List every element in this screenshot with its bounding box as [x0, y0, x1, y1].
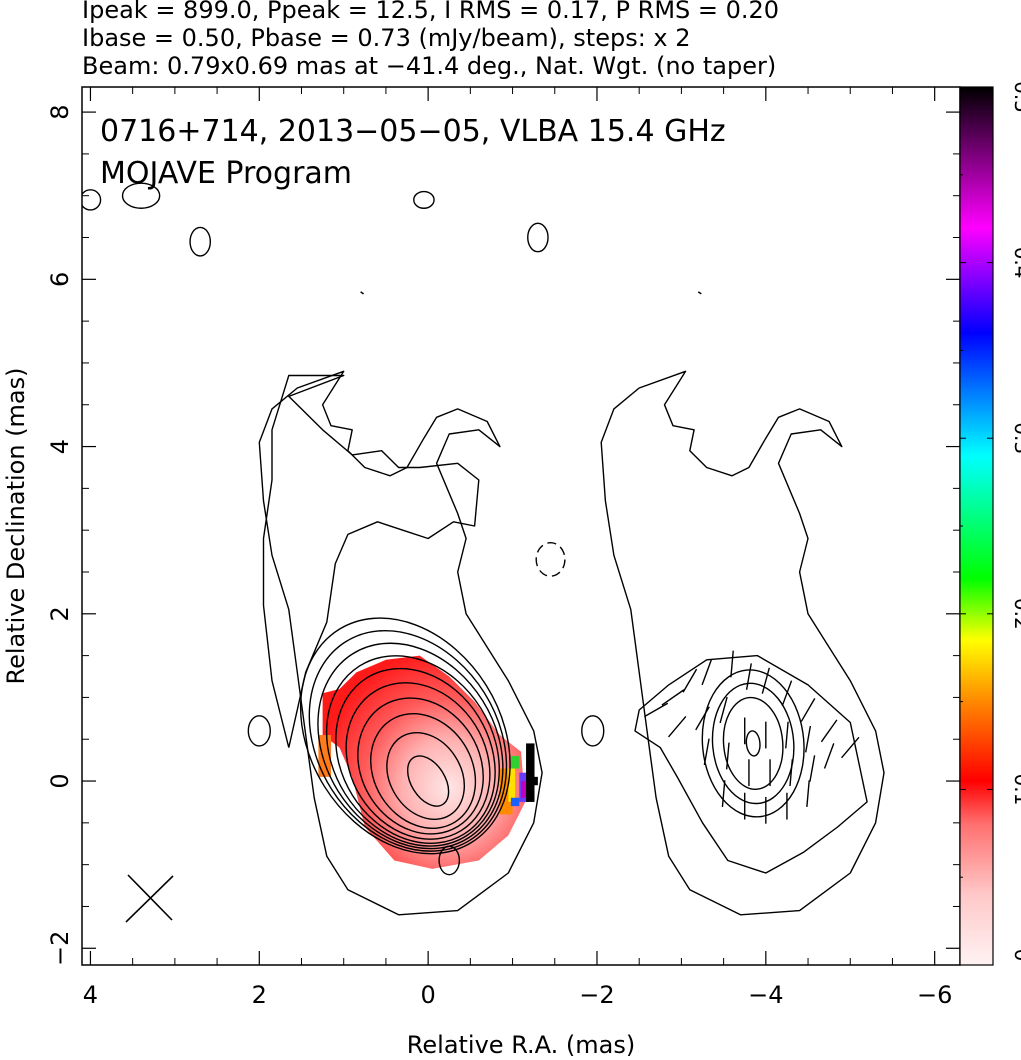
- contour-core-ring: [308, 629, 508, 852]
- y-tick-label: 2: [46, 606, 74, 621]
- x-tick-label: 4: [83, 981, 98, 1009]
- evpa-tick: [730, 650, 734, 678]
- header-line2: Ibase = 0.50, Pbase = 0.73 (mJy/beam), s…: [82, 24, 691, 52]
- fpol-pixel-block: [526, 743, 535, 802]
- y-tick-label: 4: [46, 439, 74, 454]
- contour-outer-core-jet: [262, 374, 480, 748]
- x-tick-label: −6: [917, 981, 952, 1009]
- evpa-tick: [701, 659, 713, 686]
- fpol-pixel-block: [532, 776, 538, 786]
- contour-polarized-outer: [634, 654, 868, 874]
- colorbar: [959, 86, 994, 966]
- colorbar-tick-label: 0.5: [1010, 81, 1021, 113]
- evpa-tick: [667, 715, 687, 738]
- evpa-tick: [719, 696, 728, 724]
- evpa-tick: [644, 702, 669, 718]
- x-tick-label: 0: [420, 981, 435, 1009]
- evpa-tick: [781, 680, 793, 707]
- contour-core-ring: [299, 617, 511, 855]
- contour-core-ring: [345, 682, 491, 840]
- evpa-tick: [695, 706, 710, 731]
- beam-marker: [125, 874, 174, 923]
- evpa-tick: [809, 755, 816, 782]
- evpa-tick: [725, 742, 730, 770]
- contour-noise-island: [438, 845, 461, 876]
- panel-title-line1: 0716+714, 2013−05−05, VLBA 15.4 GHz: [100, 114, 726, 149]
- contour-jet-envelope: [258, 370, 543, 916]
- contour-noise-island: [581, 715, 605, 747]
- colorbar-tick-label: 0.3: [1010, 422, 1021, 454]
- fpol-pixel-block: [510, 755, 520, 769]
- fpol-pixel-block: [510, 797, 520, 807]
- colorbar-tick-label: 0: [1010, 949, 1021, 962]
- plot-frame: [81, 86, 961, 966]
- contour-core-ring: [335, 667, 496, 845]
- contour-map: [82, 182, 885, 916]
- colorbar-tick-label: 0.4: [1010, 247, 1021, 279]
- contour-noise-island: [247, 715, 271, 747]
- x-tick-label: 2: [252, 981, 267, 1009]
- x-tick-label: −2: [579, 981, 614, 1009]
- evpa-tick: [823, 743, 835, 769]
- evpa-tick: [806, 780, 810, 807]
- header-line3: Beam: 0.79x0.69 mas at −41.4 deg., Nat. …: [82, 52, 776, 80]
- y-tick-label: −2: [46, 931, 74, 966]
- contour-core-ring: [325, 655, 500, 847]
- y-tick-label: 0: [46, 773, 74, 788]
- contour-polarized-core: [701, 669, 805, 818]
- colorbar-tick-label: 0.2: [1010, 598, 1021, 630]
- evpa-tick: [703, 738, 710, 766]
- colorbar-tick-label: 0.1: [1010, 773, 1021, 805]
- evpa-tick: [820, 719, 838, 743]
- contour-noise-island: [82, 189, 102, 211]
- evpa-tick: [805, 725, 812, 753]
- contour-core-ring: [406, 755, 450, 807]
- contour-noise-island: [413, 190, 435, 209]
- y-axis-label: Relative Declination (mas): [2, 367, 30, 684]
- y-tick-label: 8: [46, 104, 74, 119]
- x-axis-label: Relative R.A. (mas): [407, 1031, 635, 1059]
- panel-title-line2: MOJAVE Program: [100, 156, 352, 191]
- evpa-tick: [800, 698, 816, 722]
- contour-negative-island: [535, 542, 566, 577]
- evpa-tick: [841, 736, 860, 759]
- y-tick-label: 6: [46, 272, 74, 287]
- contour-polarized-envelope: [600, 370, 885, 916]
- evpa-tick: [745, 663, 752, 690]
- contour-speck: [360, 291, 365, 295]
- fractional-polarization-map: [318, 655, 538, 869]
- axis-ticks: 4 2 0 −2 −4 −6 −2 0 2 4 6 8: [46, 87, 960, 1009]
- contour-noise-island: [527, 222, 549, 253]
- evpa-tick: [721, 780, 726, 807]
- contour-core-ring: [386, 732, 466, 821]
- fpol-region: [322, 655, 526, 869]
- fpol-pixel-block: [521, 781, 530, 798]
- fpol-pixel-block: [508, 768, 516, 802]
- evpa-tick: [761, 667, 770, 694]
- evpa-tick: [785, 721, 789, 749]
- evpa-tick: [661, 689, 685, 706]
- contour-noise-island: [189, 226, 212, 257]
- colorbar-ticks: 0 0.1 0.2 0.3 0.4 0.5: [960, 81, 1021, 966]
- contour-core-ring: [317, 642, 504, 850]
- contour-core-ring: [370, 713, 477, 829]
- evpa-tick: [789, 759, 794, 787]
- x-tick-label: −4: [748, 981, 783, 1009]
- evpa-vectors: [644, 650, 860, 824]
- evpa-tick: [682, 668, 698, 693]
- header-line1: Ipeak = 899.0, Ppeak = 12.5, I RMS = 0.1…: [82, 0, 779, 24]
- contour-speck: [697, 291, 702, 295]
- contour-polarized-core: [722, 696, 784, 790]
- contour-noise-island: [121, 182, 161, 209]
- contour-polarized-core: [745, 730, 761, 757]
- contour-core-ring: [357, 697, 484, 835]
